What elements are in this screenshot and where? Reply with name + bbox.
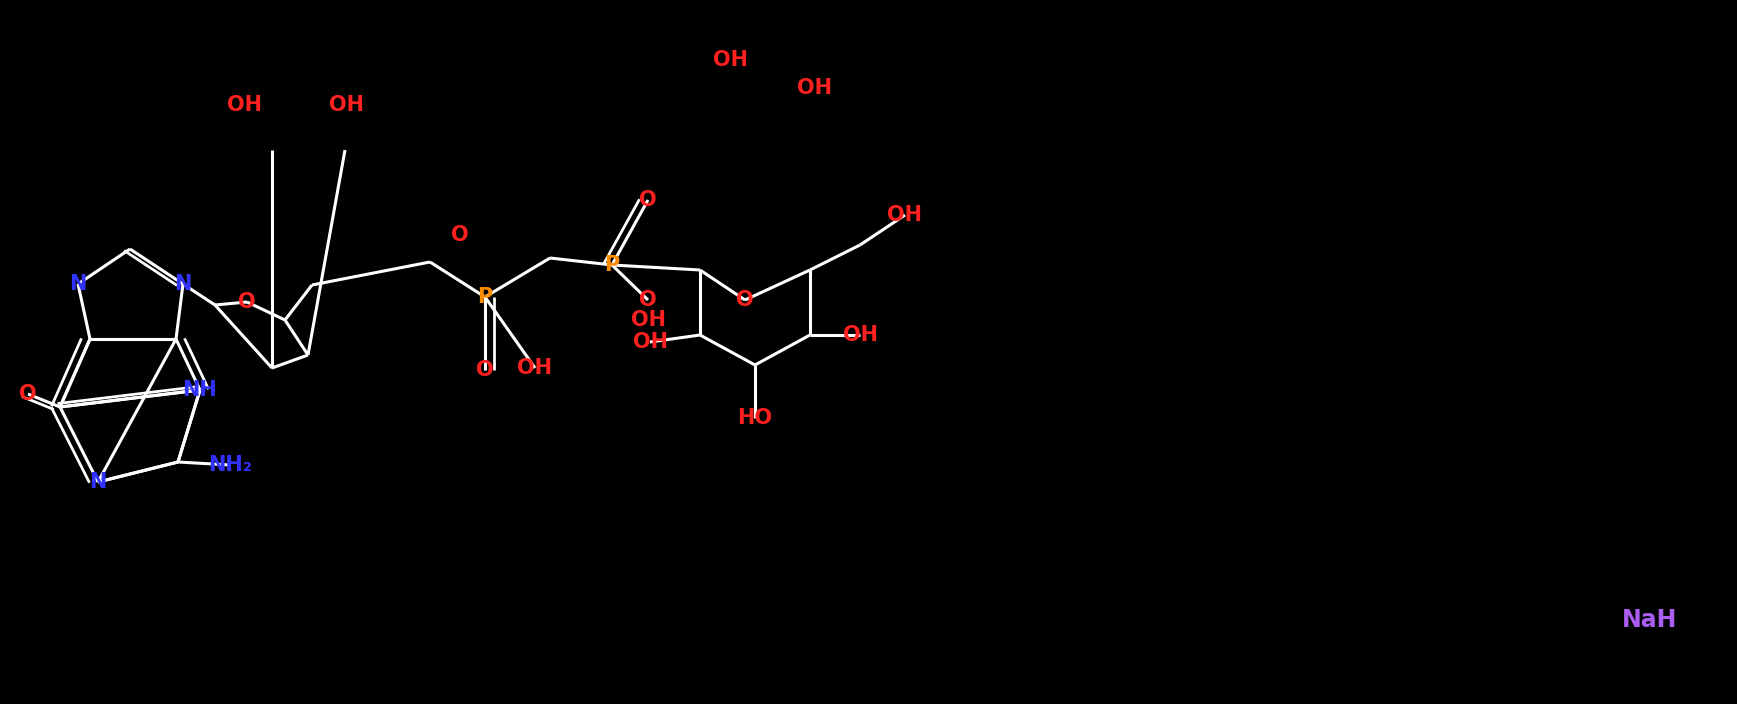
- Text: O: O: [639, 290, 657, 310]
- Text: N: N: [89, 472, 106, 492]
- Text: P: P: [478, 287, 493, 307]
- Text: O: O: [452, 225, 469, 245]
- Text: HO: HO: [738, 408, 773, 428]
- Text: OH: OH: [330, 95, 365, 115]
- Text: O: O: [19, 384, 36, 404]
- Text: NH₂: NH₂: [208, 455, 252, 475]
- Text: OH: OH: [632, 332, 667, 352]
- Text: OH: OH: [518, 358, 552, 378]
- Text: N: N: [69, 274, 87, 294]
- Text: OH: OH: [797, 78, 832, 98]
- Text: OH: OH: [888, 205, 922, 225]
- Text: O: O: [238, 292, 255, 312]
- Text: O: O: [476, 360, 493, 380]
- Text: OH: OH: [631, 310, 665, 330]
- Text: P: P: [604, 255, 620, 275]
- Text: NH: NH: [182, 380, 217, 400]
- Text: OH: OH: [712, 50, 747, 70]
- Text: OH: OH: [842, 325, 877, 345]
- Text: O: O: [736, 290, 754, 310]
- Text: N: N: [174, 274, 191, 294]
- Text: O: O: [639, 190, 657, 210]
- Text: NaH: NaH: [1622, 608, 1678, 632]
- Text: OH: OH: [228, 95, 262, 115]
